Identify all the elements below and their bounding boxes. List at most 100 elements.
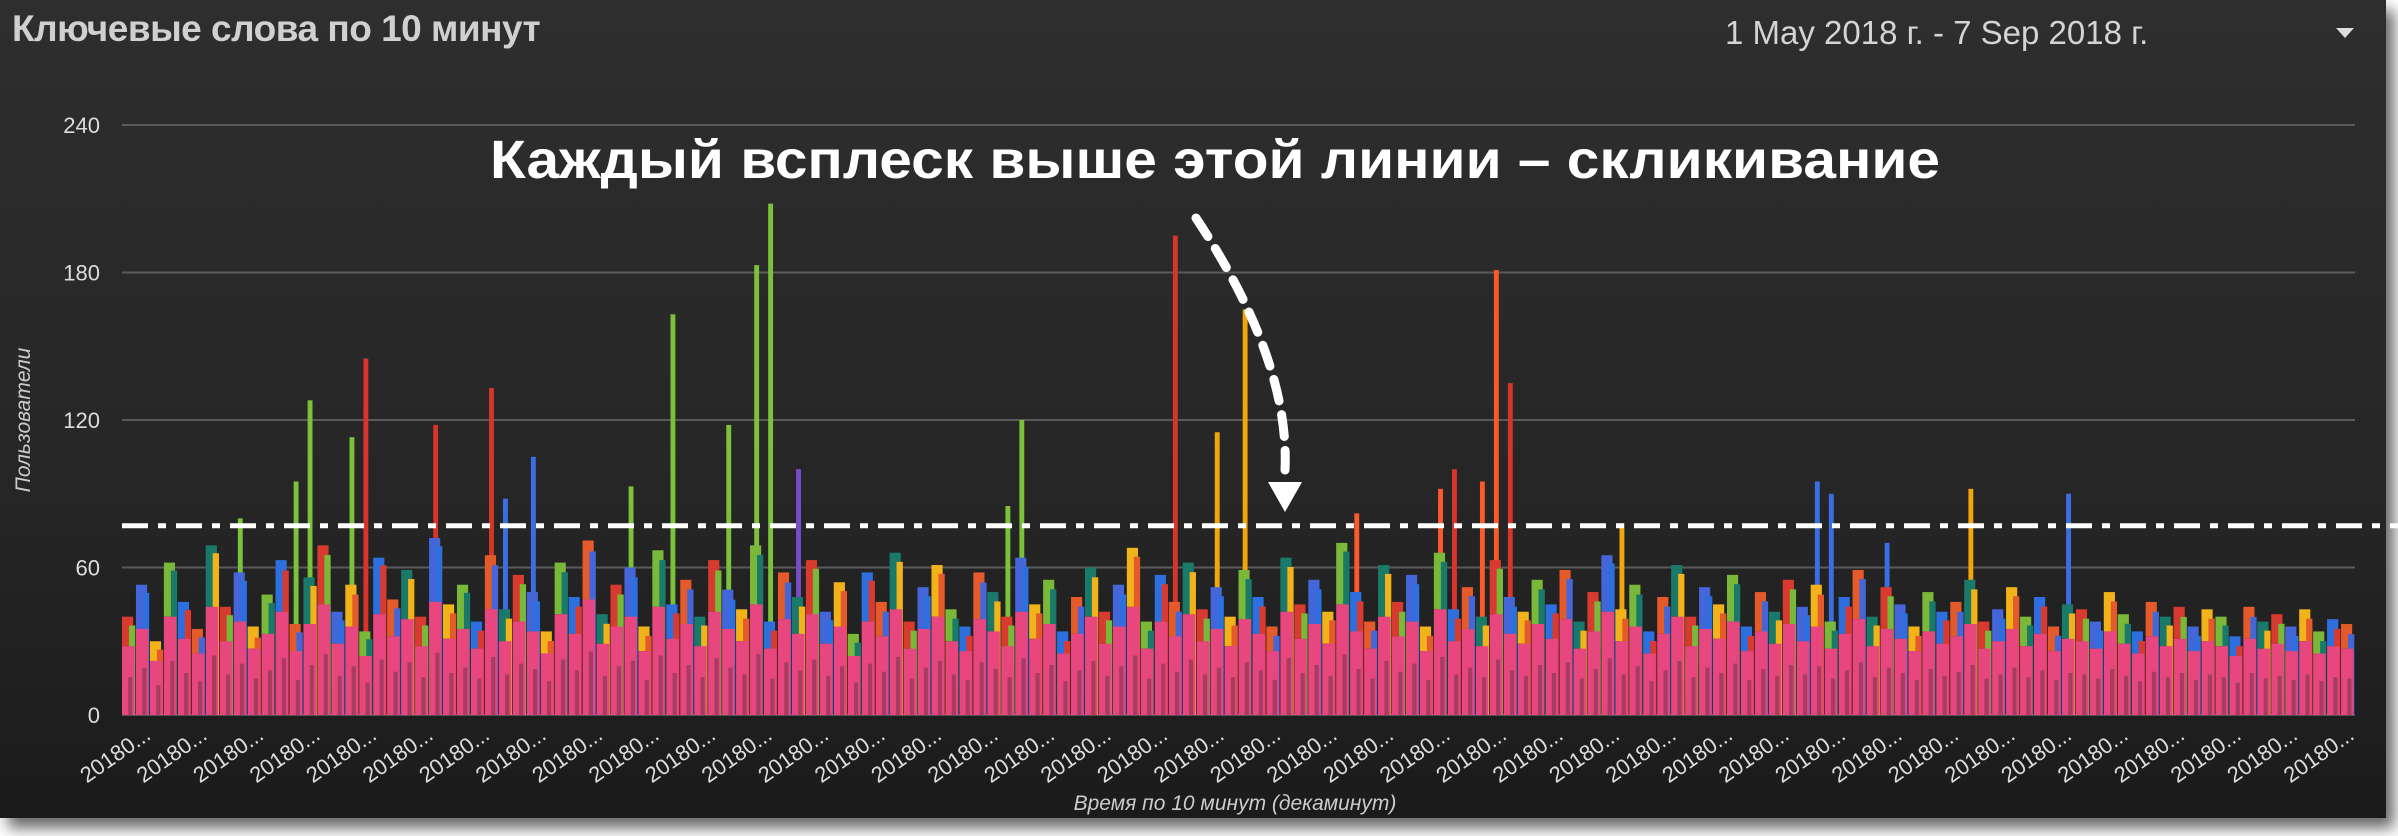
bar-gap — [309, 664, 314, 715]
bar-segment-base — [2061, 638, 2075, 715]
bar-segment-base — [1182, 614, 1196, 715]
bar-gap — [2277, 675, 2282, 715]
date-range-selector[interactable]: 1 May 2018 г. - 7 Sep 2018 г. — [1725, 14, 2149, 51]
bar-gap — [700, 677, 705, 715]
bar-gap — [1258, 670, 1263, 715]
bar-segment-base — [736, 641, 749, 715]
bar-segment-other — [1001, 616, 1013, 647]
bar-segment-base — [247, 648, 261, 715]
bar-segment-other — [387, 599, 399, 637]
spike-bar — [530, 456, 536, 715]
bar-segment-base — [777, 619, 791, 715]
bar-gap — [519, 663, 524, 715]
bar-segment-other — [722, 589, 734, 629]
bar-segment-other — [345, 584, 357, 627]
bar-segment-other — [791, 597, 804, 634]
bar-segment-other — [610, 584, 622, 627]
bar-segment-other — [1015, 557, 1027, 612]
bar-segment-base — [2089, 648, 2103, 715]
bar-segment-other — [1824, 621, 1836, 649]
bar-gap — [560, 659, 566, 715]
bar-segment-other — [1182, 562, 1194, 615]
bar-segment-other — [2131, 631, 2143, 654]
bar-segment-base — [875, 636, 889, 715]
bar-segment-base — [2187, 651, 2201, 715]
bar-segment-base — [2215, 646, 2228, 715]
bar-segment-base — [1545, 638, 1559, 715]
bar-segment-other — [401, 569, 413, 620]
bar-segment-other — [1643, 631, 1655, 654]
spike-bar — [726, 424, 732, 715]
bar-gap — [267, 670, 273, 715]
bar-segment-other — [666, 604, 678, 639]
bar-gap — [1565, 662, 1570, 715]
bar-segment-other — [1838, 597, 1850, 634]
bar-segment-other — [456, 584, 469, 629]
bar-segment-other — [317, 545, 329, 605]
bar-gap — [281, 658, 286, 715]
bar-segment-other — [750, 545, 762, 605]
bar-segment-base — [191, 653, 205, 715]
spike-bar — [489, 388, 494, 715]
bar-segment-other — [1350, 592, 1362, 632]
bar-segment-other — [1043, 579, 1055, 625]
bar-segment-other — [1629, 584, 1641, 627]
bar-gap — [1188, 659, 1194, 715]
bar-segment-base — [442, 638, 456, 715]
spike-bar — [768, 203, 774, 715]
triangle-down-icon[interactable] — [2336, 28, 2354, 38]
bar-gap — [435, 652, 440, 715]
bar-gap — [1803, 674, 1808, 715]
bar-segment-base — [373, 614, 386, 715]
bar-segment-base — [2285, 651, 2298, 715]
bar-gap — [1328, 675, 1333, 715]
bar-segment-other — [149, 641, 162, 661]
bar-segment-base — [1266, 651, 1279, 715]
spike-bar — [1828, 493, 1834, 715]
bar-gap — [1370, 678, 1375, 715]
bar-segment-base — [1768, 643, 1782, 715]
bar-segment-other — [2075, 609, 2088, 642]
bar-segment-other — [2285, 626, 2297, 652]
bar-gap — [1105, 675, 1110, 715]
bar-segment-base — [317, 604, 330, 715]
bar-segment-other — [191, 628, 203, 654]
bar-segment-other — [163, 562, 176, 617]
bar-gap — [1384, 660, 1389, 715]
bar-segment-base — [1392, 636, 1405, 715]
y-tick-label: 240 — [63, 113, 100, 138]
bar-segment-base — [1029, 638, 1042, 715]
bar-segment-base — [1461, 628, 1475, 715]
bar-segment-base — [2229, 656, 2242, 715]
bar-gap — [714, 658, 719, 715]
bar-segment-other — [1545, 604, 1557, 639]
spike-bar — [1479, 481, 1485, 715]
bar-segment-other — [498, 609, 510, 642]
bar-segment-base — [1112, 626, 1126, 715]
bar-gap — [1049, 664, 1054, 715]
bar-gap — [1202, 674, 1208, 715]
bar-segment-other — [931, 565, 943, 617]
bar-gap — [784, 662, 789, 715]
bar-segment-base — [819, 643, 833, 715]
bar-segment-other — [1238, 569, 1250, 620]
bar-segment-base — [1782, 624, 1796, 715]
bar-segment-other — [652, 550, 664, 607]
bar-segment-other — [1796, 606, 1808, 642]
bar-gap — [2165, 677, 2171, 715]
bar-gap — [923, 667, 928, 715]
bar-gap — [2347, 678, 2352, 715]
bar-gap — [1161, 663, 1166, 715]
bar-gap — [616, 666, 621, 715]
bar-gap — [1886, 667, 1891, 715]
bar-segment-base — [1601, 611, 1614, 715]
bar-segment-other — [1866, 616, 1878, 647]
bar-segment-base — [722, 628, 735, 715]
bar-segment-base — [1671, 616, 1684, 715]
bar-segment-base — [135, 628, 149, 715]
bar-gap — [1482, 677, 1487, 715]
bar-segment-other — [945, 609, 957, 642]
bar-segment-base — [1322, 643, 1335, 715]
bar-segment-base — [1699, 628, 1712, 715]
bar-segment-base — [666, 638, 679, 715]
